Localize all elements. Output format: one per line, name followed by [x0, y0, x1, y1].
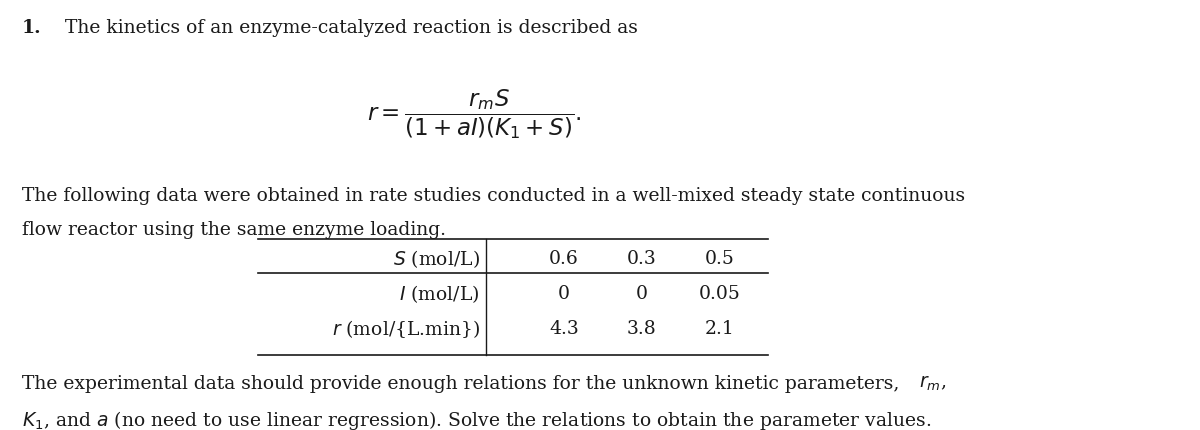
Text: 0.3: 0.3	[628, 249, 656, 267]
Text: 2.1: 2.1	[706, 319, 734, 338]
Text: 0.6: 0.6	[550, 249, 578, 267]
Text: 3.8: 3.8	[628, 319, 656, 338]
Text: The experimental data should provide enough relations for the unknown kinetic pa: The experimental data should provide eno…	[22, 374, 905, 392]
Text: 0: 0	[558, 284, 570, 302]
Text: flow reactor using the same enzyme loading.: flow reactor using the same enzyme loadi…	[22, 220, 445, 238]
Text: 0.05: 0.05	[700, 284, 740, 302]
Text: 1.: 1.	[22, 19, 41, 37]
Text: 0.5: 0.5	[706, 249, 734, 267]
Text: $r = \dfrac{r_m S}{(1 + aI)(K_1 + S)}.$: $r = \dfrac{r_m S}{(1 + aI)(K_1 + S)}.$	[367, 87, 581, 141]
Text: $r$ (mol/{L.min}): $r$ (mol/{L.min})	[331, 318, 480, 339]
Text: 0: 0	[636, 284, 648, 302]
Text: The kinetics of an enzyme-catalyzed reaction is described as: The kinetics of an enzyme-catalyzed reac…	[53, 19, 637, 37]
Text: 4.3: 4.3	[550, 319, 578, 338]
Text: $S$ (mol/L): $S$ (mol/L)	[394, 247, 480, 269]
Text: The following data were obtained in rate studies conducted in a well-mixed stead: The following data were obtained in rate…	[22, 187, 965, 205]
Text: $r_m$,: $r_m$,	[919, 374, 947, 392]
Text: $I$ (mol/L): $I$ (mol/L)	[400, 283, 480, 304]
Text: $K_1$, and $a$ (no need to use linear regression). Solve the relations to obtain: $K_1$, and $a$ (no need to use linear re…	[22, 408, 931, 430]
